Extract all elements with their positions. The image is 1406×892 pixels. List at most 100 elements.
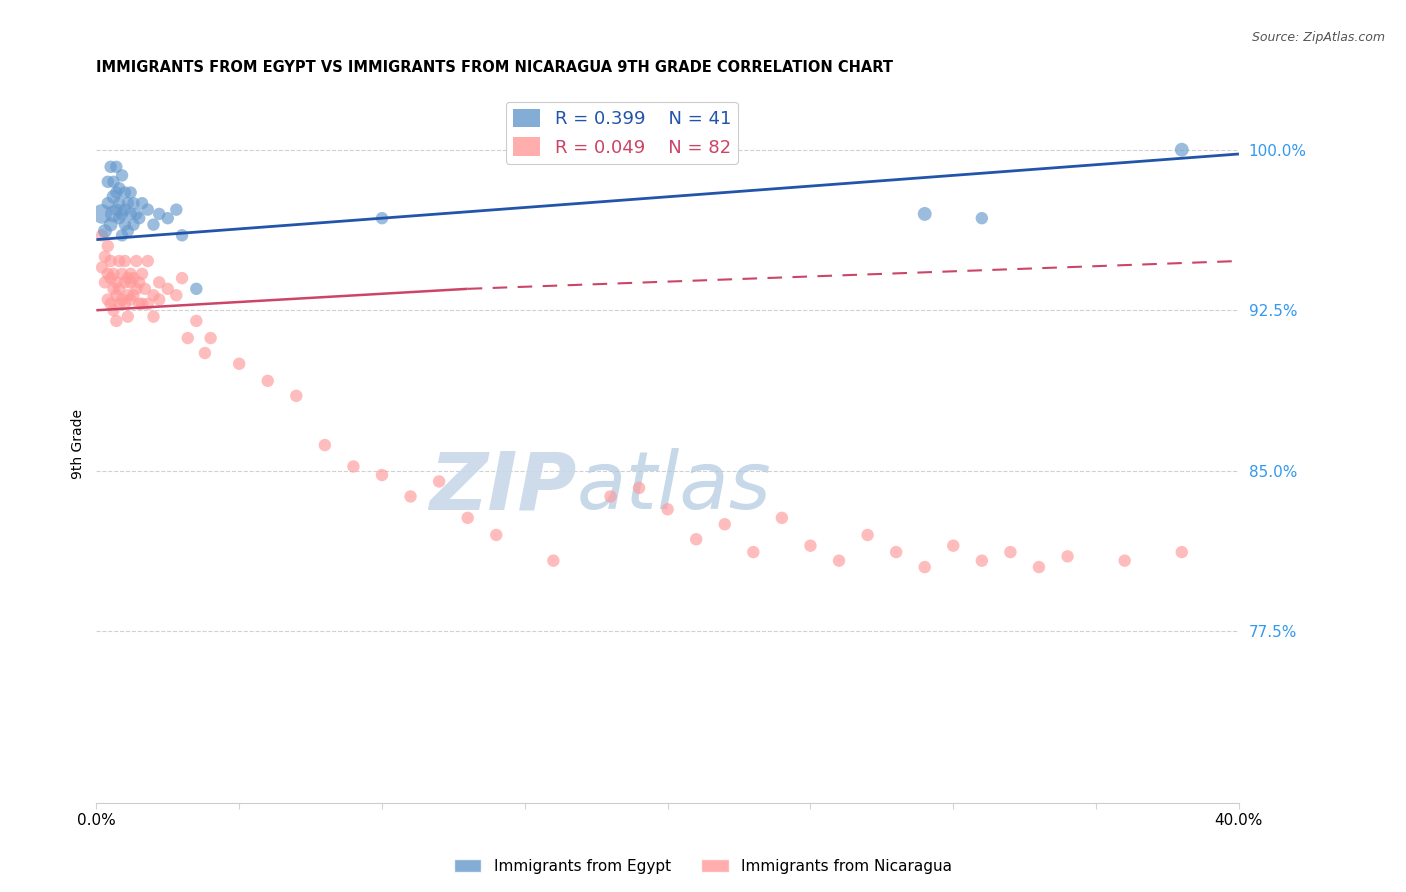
Point [285, 389, 308, 403]
Point [97, 175, 120, 189]
Point [148, 276, 170, 290]
Point [103, 282, 125, 296]
Point [120, 267, 142, 281]
Point [122, 288, 145, 302]
Point [742, 545, 765, 559]
Point [120, 186, 142, 200]
Point [657, 502, 679, 516]
Point [97, 196, 120, 211]
Point [186, 282, 208, 296]
Point [105, 160, 128, 174]
Point [128, 211, 150, 226]
Point [543, 554, 565, 568]
Point [97, 239, 120, 253]
Point [177, 331, 200, 345]
Text: IMMIGRANTS FROM EGYPT VS IMMIGRANTS FROM NICARAGUA 9TH GRADE CORRELATION CHART: IMMIGRANTS FROM EGYPT VS IMMIGRANTS FROM… [97, 60, 893, 75]
Point [94, 224, 117, 238]
Point [111, 169, 134, 183]
Point [108, 196, 131, 211]
Point [914, 207, 936, 221]
Point [200, 331, 222, 345]
Point [105, 202, 128, 217]
Point [122, 271, 145, 285]
Legend: R = 0.399    N = 41, R = 0.049    N = 82: R = 0.399 N = 41, R = 0.049 N = 82 [506, 102, 738, 164]
Point [120, 276, 142, 290]
Text: atlas: atlas [576, 448, 770, 526]
Point [117, 196, 139, 211]
Point [799, 539, 821, 553]
Point [97, 267, 120, 281]
Point [100, 254, 122, 268]
Point [342, 459, 364, 474]
Point [485, 528, 508, 542]
Point [120, 207, 142, 221]
Point [103, 303, 125, 318]
Point [105, 288, 128, 302]
Point [100, 160, 122, 174]
Point [103, 190, 125, 204]
Point [186, 314, 208, 328]
Point [884, 545, 907, 559]
Point [942, 539, 965, 553]
Point [165, 202, 187, 217]
Point [371, 468, 394, 483]
Point [103, 207, 125, 221]
Point [91, 260, 114, 275]
Point [170, 228, 193, 243]
Point [136, 254, 159, 268]
Point [120, 293, 142, 307]
Point [131, 267, 153, 281]
Legend: Immigrants from Egypt, Immigrants from Nicaragua: Immigrants from Egypt, Immigrants from N… [449, 853, 957, 880]
Point [108, 297, 131, 311]
Point [111, 293, 134, 307]
Point [770, 511, 793, 525]
Text: ZIP: ZIP [429, 448, 576, 526]
Point [170, 271, 193, 285]
Point [108, 211, 131, 226]
Point [108, 282, 131, 296]
Point [103, 267, 125, 281]
Point [914, 560, 936, 574]
Point [114, 297, 136, 311]
Point [970, 211, 993, 226]
Point [142, 310, 165, 324]
Point [148, 293, 170, 307]
Point [685, 533, 707, 547]
Point [970, 554, 993, 568]
Point [136, 297, 159, 311]
Point [122, 218, 145, 232]
Point [828, 554, 851, 568]
Point [117, 310, 139, 324]
Point [108, 181, 131, 195]
Point [91, 228, 114, 243]
Point [111, 228, 134, 243]
Point [156, 282, 179, 296]
Point [856, 528, 879, 542]
Point [1171, 545, 1194, 559]
Point [114, 276, 136, 290]
Point [128, 297, 150, 311]
Point [134, 282, 156, 296]
Point [111, 267, 134, 281]
Point [100, 218, 122, 232]
Point [97, 293, 120, 307]
Point [1028, 560, 1050, 574]
Point [131, 196, 153, 211]
Point [114, 202, 136, 217]
Point [427, 475, 450, 489]
Point [128, 276, 150, 290]
Point [117, 224, 139, 238]
Point [1114, 554, 1136, 568]
Point [122, 196, 145, 211]
Point [713, 517, 735, 532]
Point [94, 276, 117, 290]
Point [142, 288, 165, 302]
Point [599, 490, 621, 504]
Point [105, 314, 128, 328]
Point [371, 211, 394, 226]
Point [111, 207, 134, 221]
Point [194, 346, 217, 360]
Point [399, 490, 422, 504]
Point [117, 288, 139, 302]
Point [457, 511, 479, 525]
